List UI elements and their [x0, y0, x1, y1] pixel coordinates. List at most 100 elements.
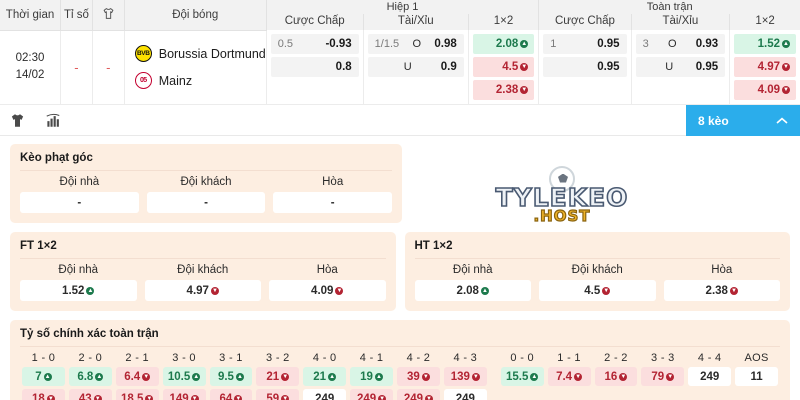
home-team-row[interactable]: BVB Borussia Dortmund — [134, 40, 266, 67]
corner-draw-value[interactable]: - — [273, 192, 393, 213]
score-draw-odd-row1[interactable]: 11 — [735, 367, 778, 386]
arrow-down-icon: ▼ — [281, 394, 290, 400]
corner-home-value[interactable]: - — [20, 192, 139, 213]
corner-draw-label: Hòa — [322, 176, 344, 188]
score-odd-row1[interactable]: 6.4 ▼ — [115, 367, 159, 386]
score-draw-odd-row1[interactable]: 15.5 ▲ — [500, 367, 544, 386]
score-draw-odd-row1[interactable]: 249 — [688, 367, 732, 386]
markets-area: TYLEKEO .HOST Kèo phạt góc Đội nhà - Đội… — [0, 136, 800, 400]
score-odd-row1[interactable]: 7 ▲ — [22, 367, 65, 386]
h1-1x2-home[interactable]: 2.08 ▲ — [472, 34, 535, 54]
arrow-down-icon: ▼ — [729, 286, 738, 295]
score-odd-row2[interactable]: 249 ▼ — [397, 389, 440, 400]
match-row: 02:30 14/02 - - BVB Borussia Dortmund 05… — [0, 30, 800, 105]
ft-draw-value: 4.09 — [311, 284, 334, 297]
arrow-up-icon: ▲ — [328, 372, 337, 381]
score-draw-odd-row2-empty — [735, 389, 778, 400]
score-odd-row1[interactable]: 9.5 ▲ — [209, 367, 253, 386]
score-odd-row1[interactable]: 39 ▼ — [397, 367, 440, 386]
ft-1x2-cell: 1.52 ▲ 4.97 ▼ 4.09 ▼ — [729, 30, 800, 105]
odds-table: Thời gian Tỉ số Đội bóng Hiệp 1 Toàn trậ… — [0, 0, 800, 105]
score-col: 2 - 1 6.4 ▼ 18.5 ▼ — [114, 352, 161, 400]
score-odd-row1[interactable]: 19 ▲ — [350, 367, 393, 386]
mainz-logo-icon: 05 — [134, 72, 152, 90]
ht-draw-value: 2.38 — [705, 284, 728, 297]
ft-panel-title: FT 1×2 — [20, 240, 386, 259]
score-odd-row2[interactable]: 18 ▼ — [22, 389, 65, 400]
ft-1x2-panel: FT 1×2 Đội nhà 1.52 ▲ Đội khách 4.97 ▼ — [10, 232, 396, 311]
jersey-icon[interactable] — [10, 113, 25, 128]
score-odd-row2-value: 249 — [356, 392, 377, 400]
ft-draw-value-cell[interactable]: 4.09 ▼ — [269, 280, 386, 301]
h1-ou-row-1[interactable]: 1/1.5 O 0.98 — [367, 34, 464, 54]
score-odd-row1[interactable]: 6.8 ▲ — [68, 367, 112, 386]
score-draw-label: 0 - 0 — [510, 352, 534, 364]
ft-ou-row-2[interactable]: U 0.95 — [635, 57, 726, 77]
score-odd-row2[interactable]: 43 ▼ — [68, 389, 112, 400]
bar-chart-icon[interactable] — [45, 113, 61, 128]
arrow-up-icon: ▲ — [480, 286, 489, 295]
score-odd-row1[interactable]: 21 ▼ — [256, 367, 300, 386]
score-draw-odd-row1[interactable]: 16 ▼ — [594, 367, 638, 386]
score-draw-odd-row2-empty — [501, 389, 544, 400]
score-odd-row1[interactable]: 21 ▲ — [303, 367, 347, 386]
ft-col-away: Đội khách 4.97 ▼ — [144, 264, 261, 301]
score-draw-odd-row1[interactable]: 79 ▼ — [641, 367, 685, 386]
h1-1x2-draw[interactable]: 2.38 ▼ — [472, 80, 535, 100]
h1-ou-row-2[interactable]: U 0.9 — [367, 57, 464, 77]
ft-handicap-row-2[interactable]: 0.95 — [543, 57, 627, 77]
ht-away-value-cell[interactable]: 4.5 ▼ — [539, 280, 656, 301]
score-draw-label: 4 - 4 — [697, 352, 722, 364]
h1-ou-side-2: U — [403, 61, 412, 73]
ht-draw-value-cell[interactable]: 2.38 ▼ — [663, 280, 780, 301]
ft-home-value-cell[interactable]: 1.52 ▲ — [20, 280, 137, 301]
group-label-h1: Hiệp 1 — [386, 1, 419, 13]
ft-ou-row-1[interactable]: 3 O 0.93 — [635, 34, 726, 54]
ft-handicap-odd-1: 0.95 — [597, 38, 620, 50]
away-team-row[interactable]: 05 Mainz — [134, 67, 266, 94]
score-odd-row1[interactable]: 10.5 ▲ — [162, 367, 206, 386]
ft-ou-odd-1: 0.93 — [695, 38, 719, 50]
score-odd-row2[interactable]: 249 — [303, 389, 347, 400]
ht-away-value: 4.5 — [584, 284, 601, 297]
ft-home-value: 1.52 — [62, 284, 85, 297]
score-draw-label: AOS — [744, 352, 769, 364]
h1-1x2-away[interactable]: 4.5 ▼ — [472, 57, 535, 77]
h1-handicap-line-1: 0.5 — [277, 38, 294, 50]
ft-1x2-draw[interactable]: 4.09 ▼ — [734, 80, 796, 100]
score-draw-odd-row1[interactable]: 7.4 ▼ — [547, 367, 591, 386]
score-odd-row2[interactable]: 149 ▼ — [162, 389, 206, 400]
header-h1-handicap: Cược Chấp — [266, 14, 364, 30]
header-ft-overunder: Tài/Xỉu — [631, 14, 731, 30]
ft-away-value-cell[interactable]: 4.97 ▼ — [144, 280, 261, 301]
jersey-icon[interactable] — [92, 0, 125, 31]
arrow-down-icon: ▼ — [425, 394, 434, 400]
score-label: 4 - 3 — [453, 352, 478, 364]
corner-away-value[interactable]: - — [146, 192, 266, 213]
arrow-up-icon: ▲ — [530, 372, 539, 381]
score-draw-odd-row1-value: 16 — [604, 370, 618, 383]
match-kickoff-time: 02:30 — [15, 52, 45, 65]
score-odd-row2[interactable]: 18.5 ▼ — [115, 389, 159, 400]
keo-count-button[interactable]: 8 kèo — [686, 105, 800, 136]
ft-1x2-away[interactable]: 4.97 ▼ — [734, 57, 796, 77]
ht-home-value-cell[interactable]: 2.08 ▲ — [414, 280, 531, 301]
score-odd-row2[interactable]: 59 ▼ — [256, 389, 300, 400]
borussia-dortmund-logo-icon: BVB — [134, 45, 152, 63]
arrow-up-icon: ▲ — [782, 40, 790, 48]
header-h1-overunder: Tài/Xỉu — [363, 14, 469, 30]
score-draw-odd-row2-empty — [595, 389, 638, 400]
score-label: 1 - 0 — [31, 352, 56, 364]
score-odd-row2[interactable]: 64 ▼ — [209, 389, 253, 400]
score-label: 2 - 1 — [125, 352, 149, 364]
score-odd-row1[interactable]: 139 ▼ — [443, 367, 487, 386]
arrow-up-icon: ▲ — [86, 286, 95, 295]
ft-1x2-home[interactable]: 1.52 ▲ — [734, 34, 796, 54]
score-odd-row2[interactable]: 249 ▼ — [350, 389, 393, 400]
score-odd-row2[interactable]: 249 — [443, 389, 487, 400]
h1-handicap-row-1[interactable]: 0.5 -0.93 — [270, 34, 359, 54]
ft-handicap-row-1[interactable]: 1 0.95 — [543, 34, 627, 54]
score-label: 2 - 0 — [78, 352, 103, 364]
h1-ou-row-3-empty — [368, 80, 464, 100]
h1-handicap-row-2[interactable]: 0.8 — [270, 57, 359, 77]
